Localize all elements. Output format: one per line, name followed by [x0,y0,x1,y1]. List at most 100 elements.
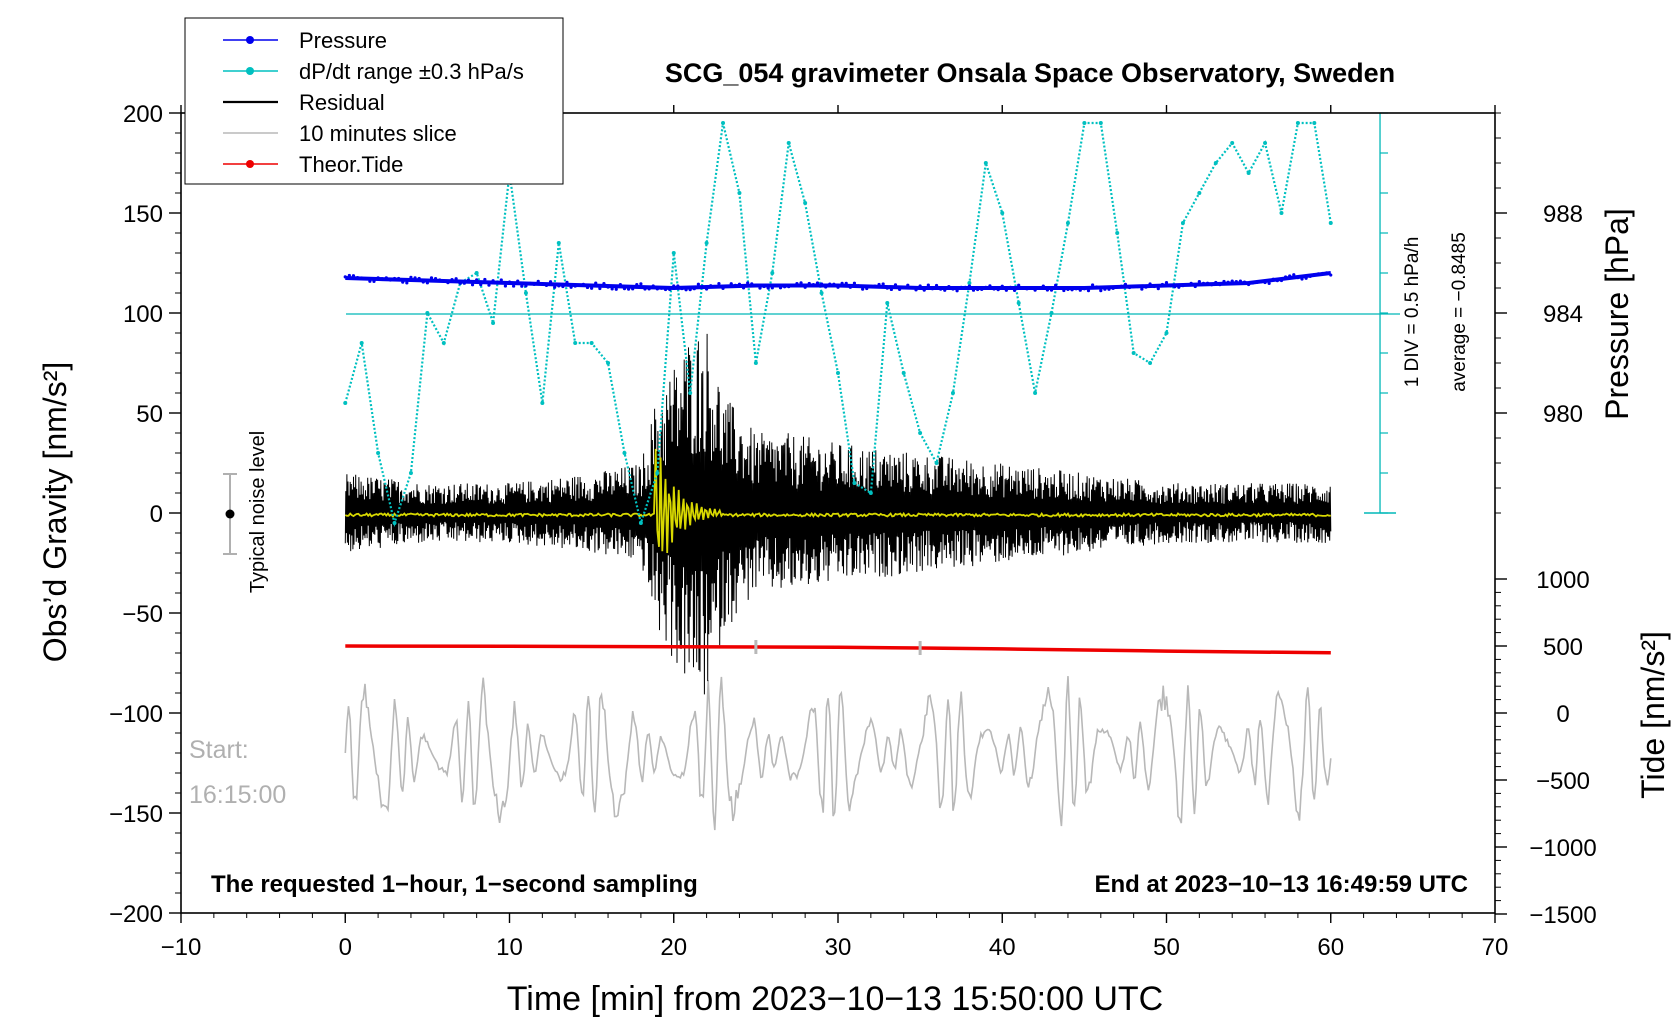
pressure-point [1288,274,1292,278]
dpdt-point [934,461,939,465]
sampling-note: The requested 1−hour, 1−second sampling [211,871,698,898]
pressure-point [581,282,586,286]
slice-line [344,676,1332,831]
dpdt-point [770,271,775,275]
pressure-point [819,282,824,286]
pressure-point [380,277,384,281]
dpdt-point [474,271,479,275]
dpdt-point [803,201,808,205]
tide-line [345,644,1331,655]
pressure-point [700,284,705,289]
pressure-point [766,286,770,290]
pressure-point [758,286,762,290]
start-label: Start: [189,736,249,764]
pressure-point [413,276,417,280]
dpdt-point [852,481,857,485]
pressure-point [984,285,988,289]
x-tick-label: 0 [339,934,352,961]
pressure-point [1316,272,1321,276]
y-axis-tide: 1000 500 0 −500 −1000 −1500 [1495,567,1597,929]
pressure-point [1296,276,1300,280]
pressure-point [1201,281,1206,285]
pressure-point [955,289,959,293]
pressure-point [454,277,458,281]
dpdt-point [1164,331,1169,335]
pressure-point [951,287,955,291]
dpdt-point [1279,211,1284,215]
pressure-point [750,282,754,286]
pressure-point [647,287,651,291]
pressure-point [1107,287,1111,291]
dpdt-point [688,391,693,395]
pressure-point [926,283,930,287]
pressure-point [643,287,647,291]
dpdt-point [721,121,726,125]
pressure-point [934,283,939,288]
pressure-point [869,284,873,288]
pressure-point [1320,271,1325,276]
pressure-point [524,284,528,288]
dpdt-point [376,451,381,455]
legend-marker [246,67,254,75]
dpdt-point [1000,211,1005,215]
tide-tick-label: 500 [1543,634,1583,661]
pressure-point [725,284,729,288]
pressure-point [729,282,733,286]
pressure-point [1136,284,1140,289]
pressure-point [1037,286,1041,290]
pressure-point [520,284,524,288]
pressure-point [1095,285,1099,289]
dpdt-point [1148,361,1153,365]
pressure-point [1078,288,1082,292]
end-time-note: End at 2023−10−13 16:49:59 UTC [1094,871,1468,898]
pressure-point [741,286,746,290]
dpdt-point [1065,221,1070,225]
pressure-point [906,283,910,287]
dpdt-point [1197,191,1202,195]
pressure-point [655,287,659,291]
tide-tick-label: −1000 [1529,835,1596,862]
pressure-point [832,282,836,286]
pressure-tick-label: 980 [1543,401,1583,428]
pressure-point [1169,284,1173,288]
pressure-point [1066,287,1070,291]
pressure-point [971,288,976,292]
dpdt-point [392,521,397,525]
dpdt-point [491,321,496,325]
pressure-point [1173,285,1177,289]
pressure-point [1222,279,1226,284]
pressure-point [1164,281,1169,285]
pressure-axis-label: Pressure [hPa] [1599,208,1635,420]
pressure-point [811,282,815,287]
dpdt-point [1098,121,1103,125]
dpdt-point [1115,231,1120,235]
pressure-point [466,278,471,282]
dpdt-point [918,431,923,435]
y-tick-label: 100 [123,301,163,328]
pressure-point [980,287,984,292]
dpdt-point [901,371,906,375]
pressure-point [1033,288,1037,292]
pressure-point [347,273,351,278]
pressure-point [787,285,791,289]
pressure-point [372,279,376,283]
pressure-point [824,285,828,289]
pressure-point [577,283,581,287]
pressure-point [1160,282,1164,287]
x-tick-label: 50 [1153,934,1180,961]
pressure-point [705,287,709,291]
pressure-point [828,282,832,286]
dpdt-point [671,251,676,255]
pressure-point [1111,286,1115,290]
pressure-point [943,288,947,292]
pressure-point [499,278,503,282]
y-tick-label: 200 [123,101,163,128]
pressure-point [479,283,483,287]
dpdt-point [1180,221,1185,225]
pressure-point [1312,272,1316,277]
pressure-point [1234,279,1238,284]
pressure-point [1115,285,1119,289]
pressure-point [709,284,713,288]
dpdt-point [868,491,873,495]
pressure-point [1054,283,1058,287]
